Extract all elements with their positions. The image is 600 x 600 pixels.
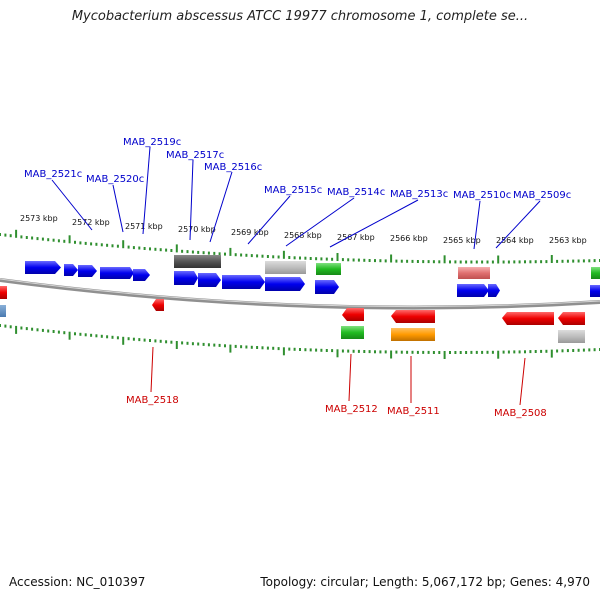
gene-label-mab-2510c[interactable]: MAB_2510c bbox=[453, 190, 511, 201]
gene-block bbox=[152, 299, 164, 311]
gene-label-mab-2521c[interactable]: MAB_2521c bbox=[24, 169, 82, 180]
kbp-label: 2567 kbp bbox=[337, 233, 375, 242]
kbp-label: 2569 kbp bbox=[231, 228, 269, 237]
kbp-label: 2568 kbp bbox=[284, 231, 322, 240]
lower-features[interactable] bbox=[341, 326, 585, 343]
gene-block bbox=[590, 285, 600, 297]
lower-leader-lines bbox=[150, 346, 526, 406]
feature-block bbox=[174, 255, 221, 268]
gene-label-mab-2513c[interactable]: MAB_2513c bbox=[390, 189, 448, 200]
kbp-label: 2563 kbp bbox=[549, 236, 587, 245]
kbp-label: 2573 kbp bbox=[20, 214, 58, 223]
feature-block bbox=[316, 263, 341, 275]
gene-label-mab-2514c[interactable]: MAB_2514c bbox=[327, 187, 385, 198]
upper-tick-row bbox=[0, 229, 600, 264]
kbp-label: 2565 kbp bbox=[443, 236, 481, 245]
gene-block bbox=[558, 312, 585, 325]
gene-block bbox=[488, 284, 500, 297]
gene-label-mab-2511[interactable]: MAB_2511 bbox=[387, 406, 440, 417]
feature-block bbox=[591, 267, 600, 279]
reverse-strand-genes[interactable] bbox=[0, 286, 585, 325]
genome-backbone bbox=[0, 278, 600, 310]
gene-block bbox=[100, 267, 134, 279]
gene-block bbox=[78, 265, 97, 277]
gene-label-mab-2520c[interactable]: MAB_2520c bbox=[86, 174, 144, 185]
gene-block bbox=[133, 269, 150, 281]
gene-block bbox=[222, 275, 265, 289]
gene-block bbox=[0, 305, 6, 317]
gene-label-mab-2519c[interactable]: MAB_2519c bbox=[123, 137, 181, 148]
lower-tick-row bbox=[0, 324, 600, 359]
feature-block bbox=[391, 328, 435, 341]
topology-label: Topology: circular; Length: 5,067,172 bp… bbox=[260, 575, 590, 589]
gene-label-mab-2518[interactable]: MAB_2518 bbox=[126, 395, 179, 406]
gene-label-mab-2508[interactable]: MAB_2508 bbox=[494, 408, 547, 419]
feature-block bbox=[458, 267, 490, 279]
lower-gene-labels: MAB_2518 MAB_2512 MAB_2511 MAB_2508 bbox=[126, 395, 547, 419]
forward-strand-genes[interactable] bbox=[25, 261, 600, 297]
upper-leader-lines bbox=[51, 146, 541, 250]
kbp-scale: 2573 kbp 2572 kbp 2571 kbp 2570 kbp 2569… bbox=[20, 214, 587, 245]
kbp-label: 2566 kbp bbox=[390, 234, 428, 243]
gene-block bbox=[174, 271, 198, 285]
gene-block bbox=[342, 308, 364, 321]
gene-label-mab-2515c[interactable]: MAB_2515c bbox=[264, 185, 322, 196]
feature-block bbox=[341, 326, 364, 339]
gene-label-mab-2516c[interactable]: MAB_2516c bbox=[204, 162, 262, 173]
gene-block bbox=[64, 264, 78, 276]
upper-gene-labels: MAB_2521c MAB_2520c MAB_2519c MAB_2517c … bbox=[24, 137, 571, 201]
map-title: Mycobacterium abscessus ATCC 19977 chrom… bbox=[71, 9, 529, 24]
accession-label: Accession: NC_010397 bbox=[9, 575, 146, 589]
gene-block bbox=[265, 277, 305, 291]
gene-block bbox=[198, 273, 221, 287]
gene-block bbox=[391, 310, 435, 323]
feature-block bbox=[558, 330, 585, 343]
gene-block bbox=[315, 280, 339, 294]
kbp-label: 2564 kbp bbox=[496, 236, 534, 245]
upper-features[interactable] bbox=[174, 255, 600, 279]
gene-label-mab-2512[interactable]: MAB_2512 bbox=[325, 404, 378, 415]
feature-block bbox=[265, 261, 306, 274]
kbp-label: 2570 kbp bbox=[178, 225, 216, 234]
gene-block bbox=[25, 261, 61, 274]
gene-label-mab-2517c[interactable]: MAB_2517c bbox=[166, 150, 224, 161]
gene-label-mab-2509c[interactable]: MAB_2509c bbox=[513, 190, 571, 201]
gene-block bbox=[502, 312, 554, 325]
gene-block bbox=[0, 286, 7, 299]
gene-block bbox=[457, 284, 489, 297]
kbp-label: 2572 kbp bbox=[72, 218, 110, 227]
